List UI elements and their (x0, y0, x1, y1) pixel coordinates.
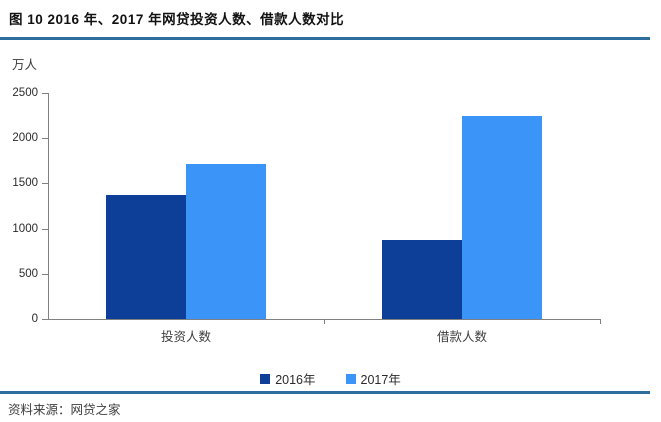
y-axis-tick-label: 0 (31, 313, 38, 325)
footer-divider (0, 391, 650, 394)
x-category-label: 借款人数 (436, 330, 487, 344)
y-axis-tick (42, 319, 48, 320)
figure-title: 图 10 2016 年、2017 年网贷投资人数、借款人数对比 (9, 12, 345, 27)
y-axis-tick (42, 273, 48, 275)
bar-2017年-投资人数 (186, 164, 266, 319)
y-axis-tick-label: 2500 (12, 87, 38, 99)
bar-2016年-投资人数 (106, 194, 186, 319)
legend-label: 2016年 (275, 373, 316, 387)
y-axis-tick-label: 1500 (12, 177, 38, 190)
chart-legend: 2016年 2017年 (0, 369, 661, 388)
x-axis-tick (324, 319, 325, 324)
y-axis-tick-label: 500 (18, 267, 38, 280)
y-axis-tick (42, 183, 48, 185)
x-axis-tick (600, 319, 601, 324)
legend-swatch-icon (345, 373, 356, 384)
y-axis-tick-label: 2000 (12, 132, 38, 145)
y-axis-tick (42, 138, 48, 140)
x-category-label: 投资人数 (160, 330, 211, 344)
bar-2016年-借款人数 (382, 239, 462, 319)
y-axis-tick-label: 1000 (12, 222, 38, 235)
y-axis-unit-label: 万人 (12, 58, 38, 72)
legend-item-2017年: 2017年 (345, 369, 401, 388)
source-note: 资料来源：网贷之家 (8, 403, 121, 417)
legend-label: 2017年 (360, 373, 401, 387)
y-axis-line (48, 93, 49, 319)
bar-2017年-借款人数 (462, 116, 542, 319)
y-axis-tick (42, 93, 48, 94)
y-axis-tick (42, 228, 48, 230)
legend-swatch-icon (260, 373, 271, 384)
legend-item-2016年: 2016年 (260, 369, 316, 388)
title-divider (0, 37, 650, 40)
